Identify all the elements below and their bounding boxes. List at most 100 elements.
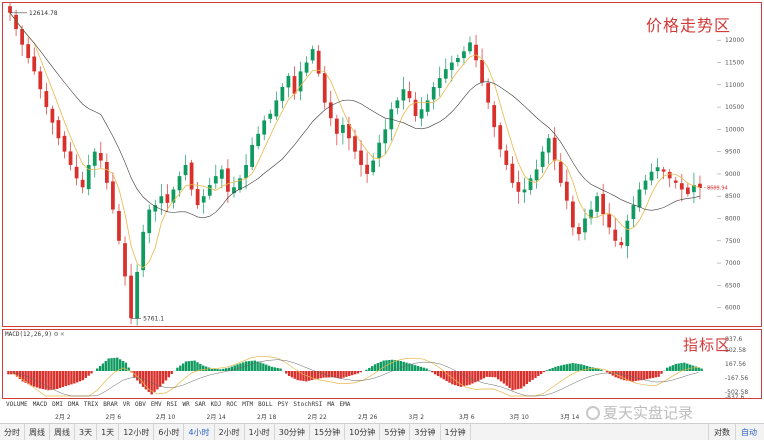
candle-body [256,133,261,147]
period-tab[interactable]: 3天 [75,423,98,440]
indicator-option[interactable]: MACD [32,401,48,408]
period-tab[interactable]: 2小时 [215,423,245,440]
candle-body [377,142,382,159]
indicator-option[interactable]: VOLUME [6,401,28,408]
candle-body [516,182,521,192]
date-label: 3月 10 [510,414,530,421]
indicator-option[interactable]: DMI [52,401,63,408]
candle-body [262,120,267,135]
indicator-option[interactable]: KDJ [210,401,222,408]
period-tab[interactable]: 5分钟 [380,423,411,440]
candle-body [98,153,103,161]
period-tab[interactable]: 3分钟 [410,423,441,440]
candle-body [201,196,206,203]
candlestick-chart: 12000 11500 11000 10500 10000 9500 9000 8500 800… [8,3,744,326]
period-tab[interactable]: 4小时 [184,423,215,440]
date-label: 3月 14 [560,414,580,421]
macd-dea-line [11,359,699,397]
period-tab[interactable]: 6小时 [154,423,185,440]
candle-body [250,144,254,167]
candle-body [207,185,212,196]
indicator-option[interactable]: MTM [242,401,254,408]
candle-body [20,29,25,45]
watermark-text: 夏天实盘记录 [603,404,694,422]
candle-body [171,189,176,203]
ma-slow-line [9,12,701,219]
candle-body [673,180,678,183]
period-tab[interactable]: 10分钟 [345,423,381,440]
indicator-option[interactable]: ROC [226,401,238,408]
candle-body [655,167,660,172]
date-label: 2月 2 [55,414,71,421]
indicator-option[interactable]: EMV [150,401,162,408]
macd-title[interactable]: MACD(12,26,9) ⚙ ✕ [5,330,64,338]
period-tab[interactable]: 1分钟 [441,423,471,440]
candle-body [413,99,418,116]
period-tab[interactable]: 分时 [0,423,25,440]
indicator-option[interactable]: SAR [194,401,206,408]
candle-body [177,176,182,191]
period-tab[interactable]: 1天 [97,423,120,440]
indicator-option[interactable]: VR [122,401,130,408]
period-tab[interactable]: 1小时 [245,423,275,440]
period-tab[interactable]: 周线 [50,423,75,440]
indicator-option[interactable]: RSI [166,401,178,408]
indicator-option[interactable]: PSY [277,401,289,408]
auto-scale-button[interactable]: 自动 [735,424,762,440]
candle-body [613,229,618,241]
candle-body [123,243,127,277]
y-axis-label: 9000 [725,171,740,178]
wechat-icon [586,405,600,420]
date-label: 2月 18 [257,414,277,421]
close-icon[interactable]: ✕ [60,330,65,338]
date-label: 2月 6 [106,414,122,421]
y-axis-label: 11500 [725,59,744,66]
candle-body [619,242,624,246]
macd-y-label: -837.6 [725,394,745,398]
indicator-option[interactable]: BOLL [258,401,273,408]
candle-body [383,129,388,144]
indicator-chart-area[interactable]: 837.6 502.58 167.56 -167.56 -502.58 -837.6 MA… [2,329,762,399]
candle-body [359,150,363,165]
candle-body [68,151,73,165]
candle-body [601,193,606,215]
indicator-option[interactable]: StochRSI [293,401,323,408]
indicator-option[interactable]: OBV [134,401,146,408]
period-tab[interactable]: 周线 [25,423,50,440]
candle-body [274,100,279,117]
gear-icon[interactable]: ⚙ [53,330,59,338]
y-axis-label: 8500 [725,193,740,200]
candle-body [44,91,49,108]
candle-body [298,71,303,92]
period-tab[interactable]: 12小时 [119,423,155,440]
period-tab[interactable]: 30分钟 [275,423,310,440]
period-tab[interactable]: 15分钟 [310,423,346,440]
period-list: 分时 周线 周线 3天 1天 12小时 6小时 4小时 2小时 1小时 30分钟 15分钟 10分钟 5分… [0,423,471,440]
candle-body [480,59,484,83]
candle-body [141,231,146,271]
indicator-option[interactable]: EMA [339,401,351,408]
indicator-option[interactable]: MA [327,401,335,408]
candle-body [534,169,539,181]
log-scale-button[interactable]: 对数 [708,424,735,440]
ma-fast-line [9,12,701,269]
indicator-option[interactable]: WR [182,401,190,408]
candle-body [165,194,170,203]
macd-y-label: 167.56 [725,361,746,368]
price-chart-area[interactable]: 12000 11500 11000 10500 10000 9500 9000 8500 800… [2,2,762,327]
candle-body [38,71,43,90]
candle-body [540,151,545,167]
indicator-option[interactable]: BRAR [103,401,118,408]
scale-options: 对数 自动 [708,424,762,440]
macd-y-label: 837.6 [725,336,742,343]
candle-body [443,69,448,79]
indicator-option[interactable]: TRIX [83,401,99,408]
macd-y-label: 502.58 [725,347,746,354]
candle-body [92,151,97,166]
candle-body [595,196,599,212]
indicator-option[interactable]: DMA [67,401,79,408]
candle-body [395,100,400,109]
candle-body [564,181,569,201]
date-axis: 2月 2 2月 6 2月 10 2月 14 2月 18 2月 22 2月 26 3月 2 3月 … [55,414,580,421]
candle-body [347,123,351,139]
